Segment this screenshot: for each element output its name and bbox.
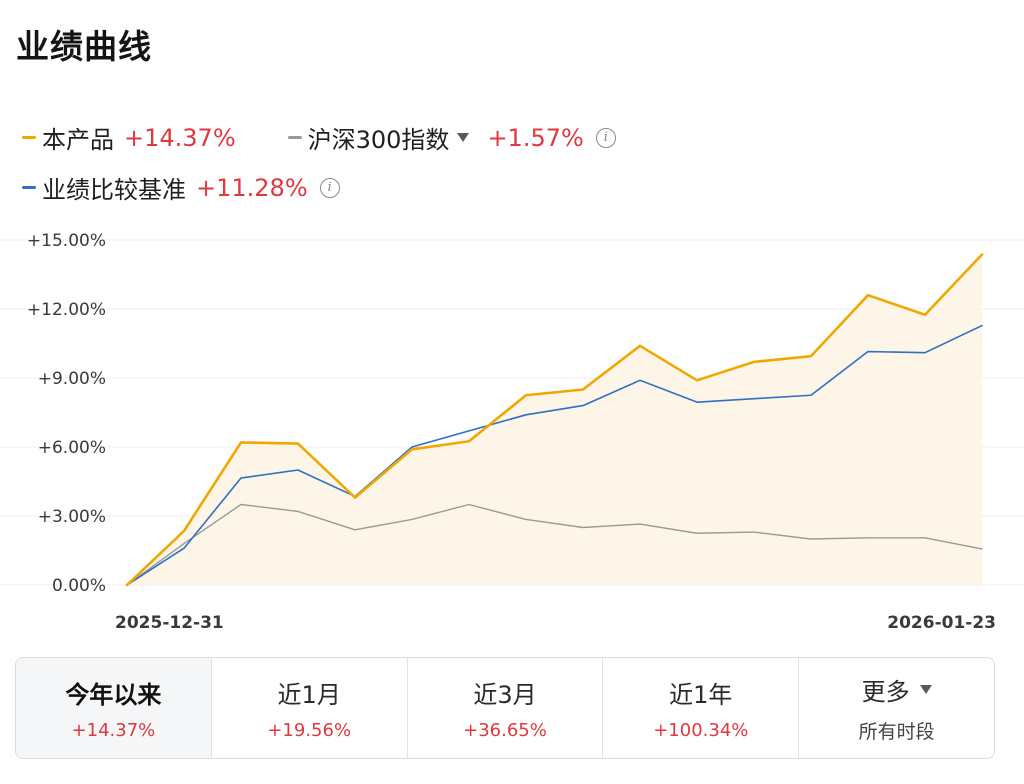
tab-1y[interactable]: 近1年 +100.34% (603, 658, 800, 758)
performance-chart: 0.00% +3.00% +6.00% +9.00% +12.00% +15.00% 202… (0, 231, 1024, 633)
tab-label: 更多 (862, 672, 932, 707)
legend-row: 本产品 +14.37% 沪深300指数 +1.57% i (22, 120, 656, 155)
y-tick-label: +6.00% (38, 438, 106, 458)
legend-label-benchmark: 业绩比较基准 (42, 176, 186, 204)
legend-label-product: 本产品 (42, 126, 114, 154)
tab-more-label: 更多 (861, 678, 910, 706)
series-line-benchmark (126, 324, 983, 586)
legend-label-index[interactable]: 沪深300指数 (307, 126, 450, 154)
legend-item-index[interactable]: 沪深300指数 +1.57% i (287, 120, 616, 155)
chevron-down-icon (919, 685, 932, 694)
legend-item-product: 本产品 +14.37% (22, 120, 248, 155)
y-tick-label: +12.00% (27, 300, 106, 320)
tab-value: +19.56% (267, 720, 352, 741)
series-area-product (127, 254, 982, 586)
tab-1m[interactable]: 近1月 +19.56% (211, 658, 408, 758)
tab-value: +100.34% (653, 720, 749, 741)
page-title: 业绩曲线 (16, 27, 152, 66)
tab-value: +14.37% (71, 720, 156, 741)
y-tick-label: 0.00% (52, 576, 106, 596)
tab-sub-label: 所有时段 (858, 721, 935, 743)
x-end-label: 2026-01-23 (887, 613, 996, 633)
dropdown-caret-icon[interactable] (457, 133, 470, 142)
tab-label: 近1年 (669, 681, 733, 709)
legend-row: 业绩比较基准 +11.28% i (22, 170, 380, 205)
tab-label: 今年以来 (65, 681, 162, 709)
period-tabs: 今年以来 +14.37% 近1月 +19.56% 近3月 +36.65% 近1年… (15, 657, 995, 759)
legend-value-benchmark: +11.28% (196, 173, 308, 202)
tab-label: 近3月 (473, 681, 537, 709)
info-icon[interactable]: i (595, 127, 616, 148)
y-tick-label: +15.00% (27, 231, 106, 251)
series-line-index (126, 503, 983, 586)
tab-ytd[interactable]: 今年以来 +14.37% (16, 658, 212, 758)
legend-swatch-index (287, 136, 302, 139)
y-tick-label: +9.00% (38, 369, 106, 389)
tab-more[interactable]: 更多 所有时段 (799, 658, 994, 758)
info-icon[interactable]: i (319, 177, 340, 198)
legend-swatch-benchmark (22, 186, 36, 189)
tab-value: +36.65% (463, 720, 547, 741)
tab-3m[interactable]: 近3月 +36.65% (407, 658, 604, 758)
legend-item-benchmark: 业绩比较基准 +11.28% i (22, 170, 340, 205)
tab-label: 近1月 (277, 681, 341, 709)
series-line-product (125, 253, 984, 587)
y-tick-label: +3.00% (38, 507, 106, 527)
legend-swatch-product (22, 136, 36, 139)
legend-value-product: +14.37% (124, 123, 236, 152)
legend-value-index: +1.57% (487, 123, 584, 152)
x-start-label: 2025-12-31 (115, 613, 224, 633)
